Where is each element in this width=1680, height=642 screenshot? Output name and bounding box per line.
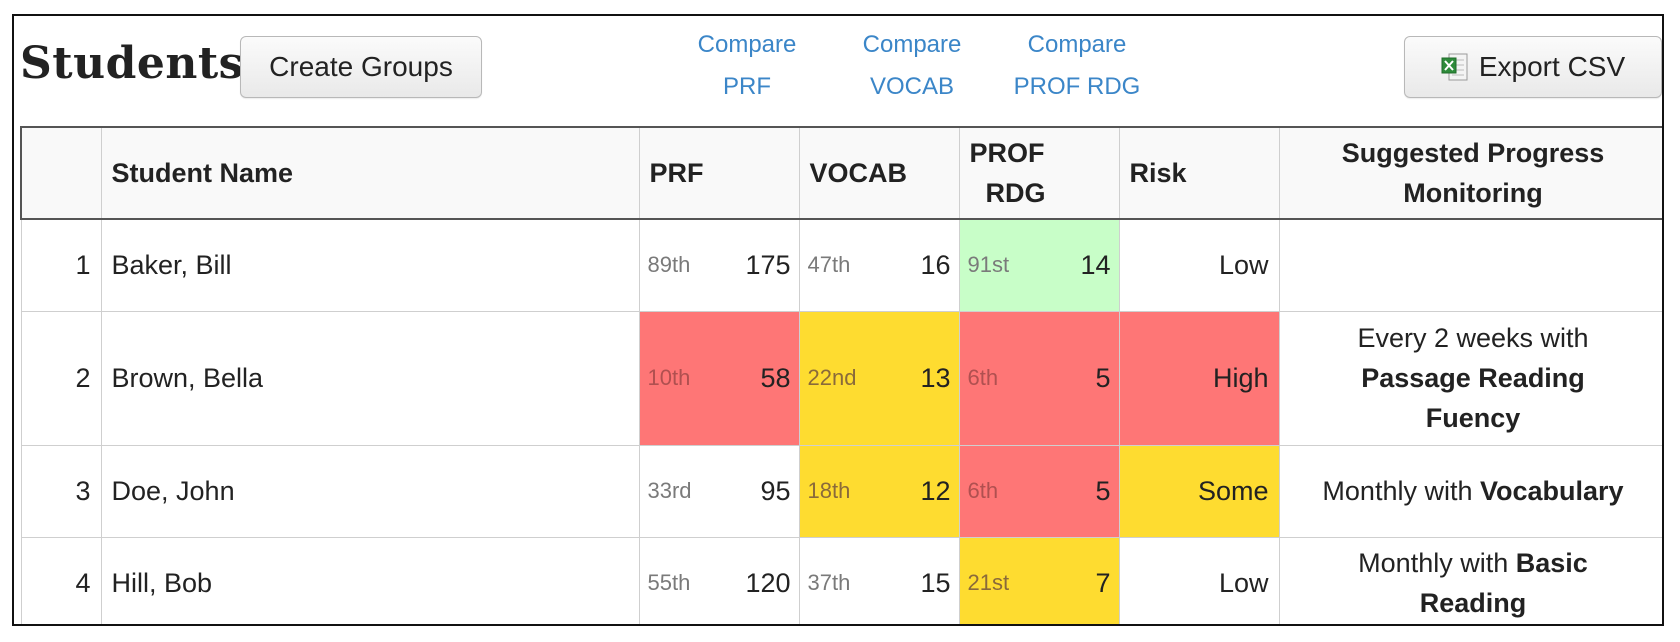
compare-prf-line2: PRF: [723, 73, 771, 100]
table-row[interactable]: 1 Baker, Bill 89th 175 47th 16 91st 14 Low: [20, 218, 1662, 312]
risk-level: Low: [1118, 218, 1280, 312]
vocab-score: 16: [920, 249, 951, 280]
prof-rdg-score-cell: 6th 5: [958, 310, 1120, 446]
prof-rdg-score: 7: [1095, 567, 1111, 598]
prof-rdg-header-line2: RDG: [985, 178, 1046, 208]
export-csv-label: Export CSV: [1478, 51, 1626, 82]
prof-rdg-score-cell: 21st 7: [958, 536, 1120, 624]
row-index: 3: [20, 444, 102, 538]
compare-vocab-line1: Compare: [862, 31, 962, 58]
prof-rdg-percentile: 21st: [967, 570, 1010, 595]
vocab-score: 15: [920, 567, 951, 598]
suggested-header-line2: Monitoring: [1403, 178, 1543, 208]
suggestion-measure-cont: Fuency: [1425, 403, 1521, 433]
prf-score-cell: 89th 175: [638, 218, 800, 312]
prf-score-cell: 55th 120: [638, 536, 800, 624]
vocab-score: 13: [920, 362, 951, 393]
student-name[interactable]: Doe, John: [100, 444, 640, 538]
prof-rdg-percentile: 91st: [967, 252, 1010, 278]
create-groups-button[interactable]: Create Groups: [240, 36, 482, 98]
row-index: 1: [20, 218, 102, 312]
column-header-suggested-monitoring: Suggested Progress Monitoring: [1278, 126, 1662, 220]
column-header-vocab[interactable]: VOCAB: [798, 126, 960, 220]
prof-rdg-percentile: 6th: [967, 365, 999, 390]
table-row[interactable]: 3 Doe, John 33rd 95 18th 12 6th 5 Some Mont…: [20, 444, 1662, 538]
vocab-score-cell: 47th 16: [798, 218, 960, 312]
vocab-percentile: 47th: [807, 252, 851, 278]
students-table: Student Name PRF VOCAB PROF RDG Risk Sug…: [20, 126, 1662, 624]
compare-vocab-link[interactable]: Compare VOCAB: [837, 24, 987, 108]
prf-percentile: 10th: [647, 365, 691, 390]
student-name[interactable]: Hill, Bob: [100, 536, 640, 624]
prof-rdg-score: 5: [1095, 362, 1111, 393]
compare-vocab-line2: VOCAB: [869, 73, 955, 100]
vocab-score-cell: 22nd 13: [798, 310, 960, 446]
prf-percentile: 89th: [647, 252, 691, 278]
excel-icon: [1441, 52, 1469, 82]
students-panel: Students Create Groups Compare PRF Compa…: [12, 14, 1664, 626]
column-header-risk[interactable]: Risk: [1118, 126, 1280, 220]
suggestion-measure: Passage Reading: [1361, 363, 1585, 393]
suggestion-frequency: Every 2 weeks with: [1357, 323, 1589, 353]
column-header-index: [20, 126, 102, 220]
suggestion-measure: Vocabulary: [1480, 476, 1624, 506]
prf-score: 58: [760, 362, 791, 393]
table-header-row: Student Name PRF VOCAB PROF RDG Risk Sug…: [20, 126, 1662, 220]
prf-score: 95: [760, 475, 791, 506]
suggestion-measure: Basic: [1515, 548, 1588, 578]
suggestion-measure-cont: Reading: [1419, 588, 1527, 618]
prf-score-cell: 33rd 95: [638, 444, 800, 538]
suggested-monitoring: [1278, 218, 1662, 312]
student-name[interactable]: Baker, Bill: [100, 218, 640, 312]
prof-rdg-percentile: 6th: [967, 478, 999, 503]
compare-prf-line1: Compare: [697, 31, 797, 58]
row-index: 2: [20, 310, 102, 446]
vocab-percentile: 18th: [807, 478, 851, 503]
risk-level: Some: [1118, 444, 1280, 538]
compare-prof-rdg-line2: PROF RDG: [1013, 73, 1141, 100]
prof-rdg-score-cell: 6th 5: [958, 444, 1120, 538]
page-title: Students: [20, 38, 244, 89]
suggested-monitoring: Every 2 weeks with Passage Reading Fuenc…: [1278, 310, 1662, 446]
row-index: 4: [20, 536, 102, 624]
prf-percentile: 33rd: [647, 478, 692, 503]
risk-level: High: [1118, 310, 1280, 446]
prof-rdg-score-cell: 91st 14: [958, 218, 1120, 312]
prof-rdg-score: 14: [1080, 249, 1111, 280]
export-csv-button[interactable]: Export CSV: [1404, 36, 1662, 98]
prof-rdg-score: 5: [1095, 475, 1111, 506]
compare-prof-rdg-link[interactable]: Compare PROF RDG: [1002, 24, 1152, 108]
suggested-monitoring: Monthly with Vocabulary: [1278, 444, 1662, 538]
suggested-monitoring: Monthly with Basic Reading: [1278, 536, 1662, 624]
compare-prf-link[interactable]: Compare PRF: [672, 24, 822, 108]
suggestion-frequency: Monthly with: [1322, 476, 1473, 506]
suggestion-frequency: Monthly with: [1358, 548, 1509, 578]
prf-score-cell: 10th 58: [638, 310, 800, 446]
column-header-prof-rdg[interactable]: PROF RDG: [958, 126, 1120, 220]
vocab-score-cell: 18th 12: [798, 444, 960, 538]
risk-level: Low: [1118, 536, 1280, 624]
table-row[interactable]: 2 Brown, Bella 10th 58 22nd 13 6th 5 High E…: [20, 310, 1662, 446]
vocab-percentile: 37th: [807, 570, 851, 595]
column-header-prf[interactable]: PRF: [638, 126, 800, 220]
student-name[interactable]: Brown, Bella: [100, 310, 640, 446]
column-header-student-name[interactable]: Student Name: [100, 126, 640, 220]
prf-percentile: 55th: [647, 570, 691, 595]
prf-score: 175: [745, 249, 791, 280]
prof-rdg-header-line1: PROF: [969, 138, 1045, 168]
prf-score: 120: [745, 567, 791, 598]
vocab-percentile: 22nd: [807, 365, 857, 390]
table-row[interactable]: 4 Hill, Bob 55th 120 37th 15 21st 7 Low Mon…: [20, 536, 1662, 624]
suggested-header-line1: Suggested Progress: [1341, 138, 1605, 168]
vocab-score: 12: [920, 475, 951, 506]
vocab-score-cell: 37th 15: [798, 536, 960, 624]
compare-prof-rdg-line1: Compare: [1027, 31, 1127, 58]
